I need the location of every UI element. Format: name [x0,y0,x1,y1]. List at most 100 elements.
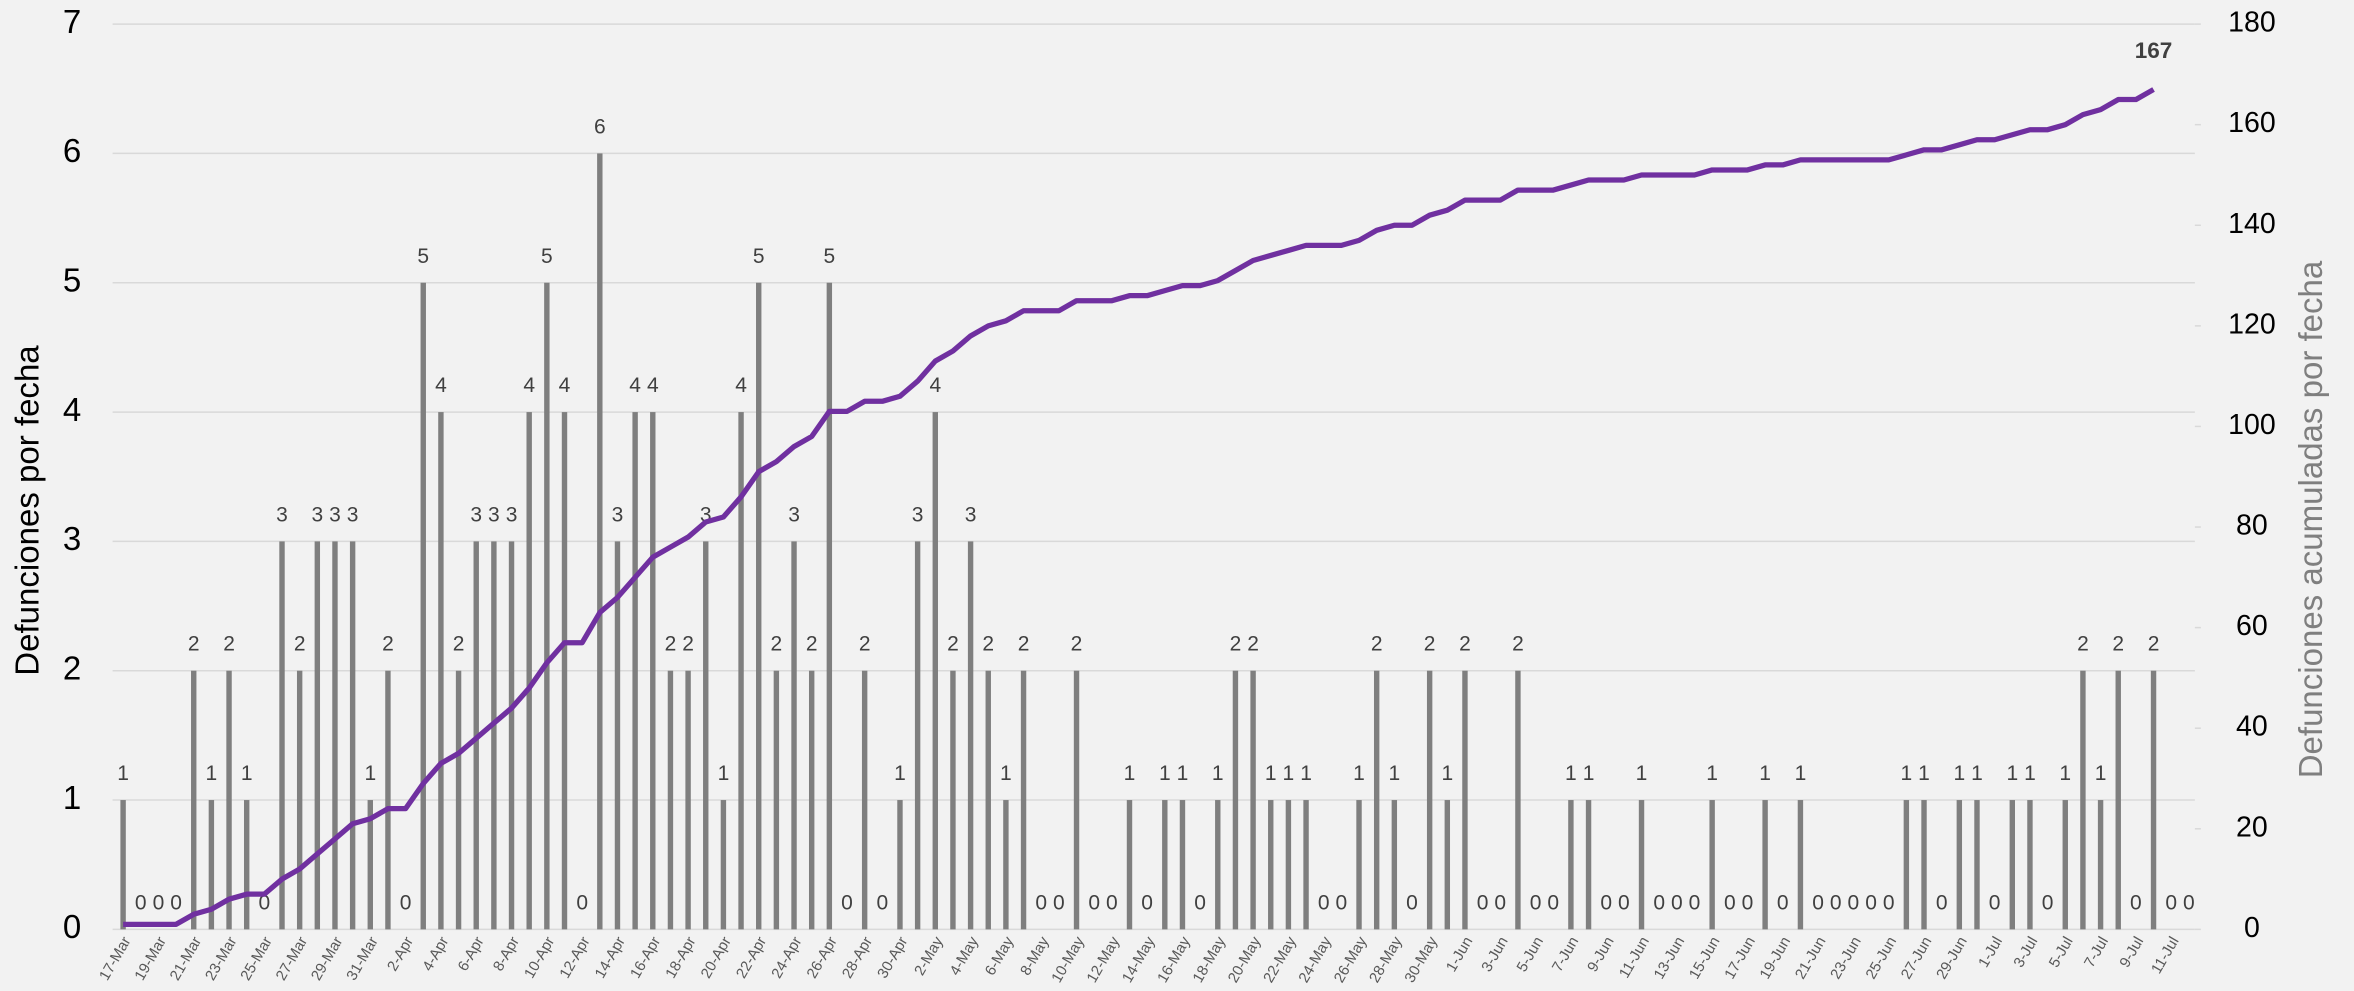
data-label: 0 [1318,891,1330,914]
bar [1585,800,1592,930]
y2-tick-label: 0 [2244,912,2260,944]
data-label: 5 [824,245,836,268]
y-tick-label: 0 [63,908,81,945]
bar [667,670,674,930]
data-label: 0 [1830,891,1842,914]
data-label: 1 [1565,762,1577,785]
bar [314,541,321,930]
data-label: 2 [1247,633,1259,656]
data-label: 3 [965,503,977,526]
data-label: 2 [453,633,465,656]
data-label: 2 [947,633,959,656]
bar [120,800,126,930]
data-label: 4 [435,374,447,397]
data-label: 3 [329,503,341,526]
data-label: 1 [1212,762,1224,785]
data-label: 3 [311,503,323,526]
bar [1462,670,1468,930]
bar [1974,800,1980,930]
data-label: 0 [2165,891,2177,914]
data-label: 2 [859,633,871,656]
bar [650,412,656,930]
data-label: 1 [241,762,253,785]
y-tick-label: 6 [63,132,81,169]
bar [685,670,691,930]
y-axis-title: Defunciones por fecha [9,345,46,676]
bar [191,670,197,930]
data-label: 0 [1724,891,1736,914]
y-tick-label: 4 [63,391,81,428]
data-label: 1 [117,762,129,785]
bar [1515,670,1521,930]
data-label: 1 [1901,762,1913,785]
data-label: 1 [2006,762,2018,785]
bar [1921,800,1927,930]
bar [2097,800,2104,930]
data-label: 6 [594,115,606,138]
data-label: 1 [1795,762,1807,785]
data-label: 2 [665,633,677,656]
data-label: 0 [135,891,147,914]
y-tick-label: 3 [63,520,81,557]
bar [614,541,621,930]
bar [2150,670,2157,930]
data-label: 0 [1141,891,1153,914]
data-label: 2 [382,633,394,656]
data-label: 0 [876,891,888,914]
data-label: 0 [1106,891,1118,914]
bar [1073,670,1080,930]
data-label: 0 [1777,891,1789,914]
data-label: 2 [2077,633,2089,656]
bar [1762,800,1768,930]
y2-axis-title: Defunciones acumuladas por fecha [2292,260,2329,778]
data-label: 3 [912,503,924,526]
bar [455,670,462,930]
data-label: 1 [1953,762,1965,785]
y-tick-label: 2 [63,649,81,686]
data-label: 2 [1018,633,1030,656]
bar [1268,800,1274,930]
bar [243,800,250,930]
y2-tick-label: 100 [2228,409,2276,441]
data-label: 2 [2112,633,2124,656]
bar [791,541,797,930]
bar [420,282,426,930]
data-label: 1 [2095,762,2107,785]
data-label: 2 [806,633,818,656]
data-label: 2 [1512,633,1524,656]
data-label: 0 [1530,891,1542,914]
bar [1444,800,1451,930]
data-label: 0 [153,891,165,914]
y2-tick-label: 120 [2228,308,2276,340]
data-label: 1 [2059,762,2071,785]
bar [826,282,833,930]
data-label: 0 [841,891,853,914]
data-label: 1 [1918,762,1930,785]
data-label: 0 [576,891,588,914]
data-label: 2 [294,633,306,656]
y-tick-label: 1 [63,779,81,816]
data-label: 0 [1406,891,1418,914]
data-label: 1 [1706,762,1718,785]
bar [2115,670,2121,930]
data-label: 5 [753,245,765,268]
bar [2080,670,2086,930]
bar [561,412,568,930]
y-tick-label: 5 [63,261,81,298]
data-label: 0 [1194,891,1206,914]
end-label: 167 [2135,38,2173,63]
data-label: 3 [612,503,624,526]
bar [738,412,744,930]
bar [367,800,373,930]
data-label: 0 [1936,891,1948,914]
bar [279,541,285,930]
data-label: 0 [1035,891,1047,914]
bar [773,670,780,930]
bar [1303,800,1309,930]
bar [2009,800,2016,930]
bar [914,541,921,930]
data-label: 4 [735,374,747,397]
y2-tick-label: 80 [2236,510,2268,542]
data-label: 0 [1742,891,1754,914]
data-label: 5 [541,245,553,268]
